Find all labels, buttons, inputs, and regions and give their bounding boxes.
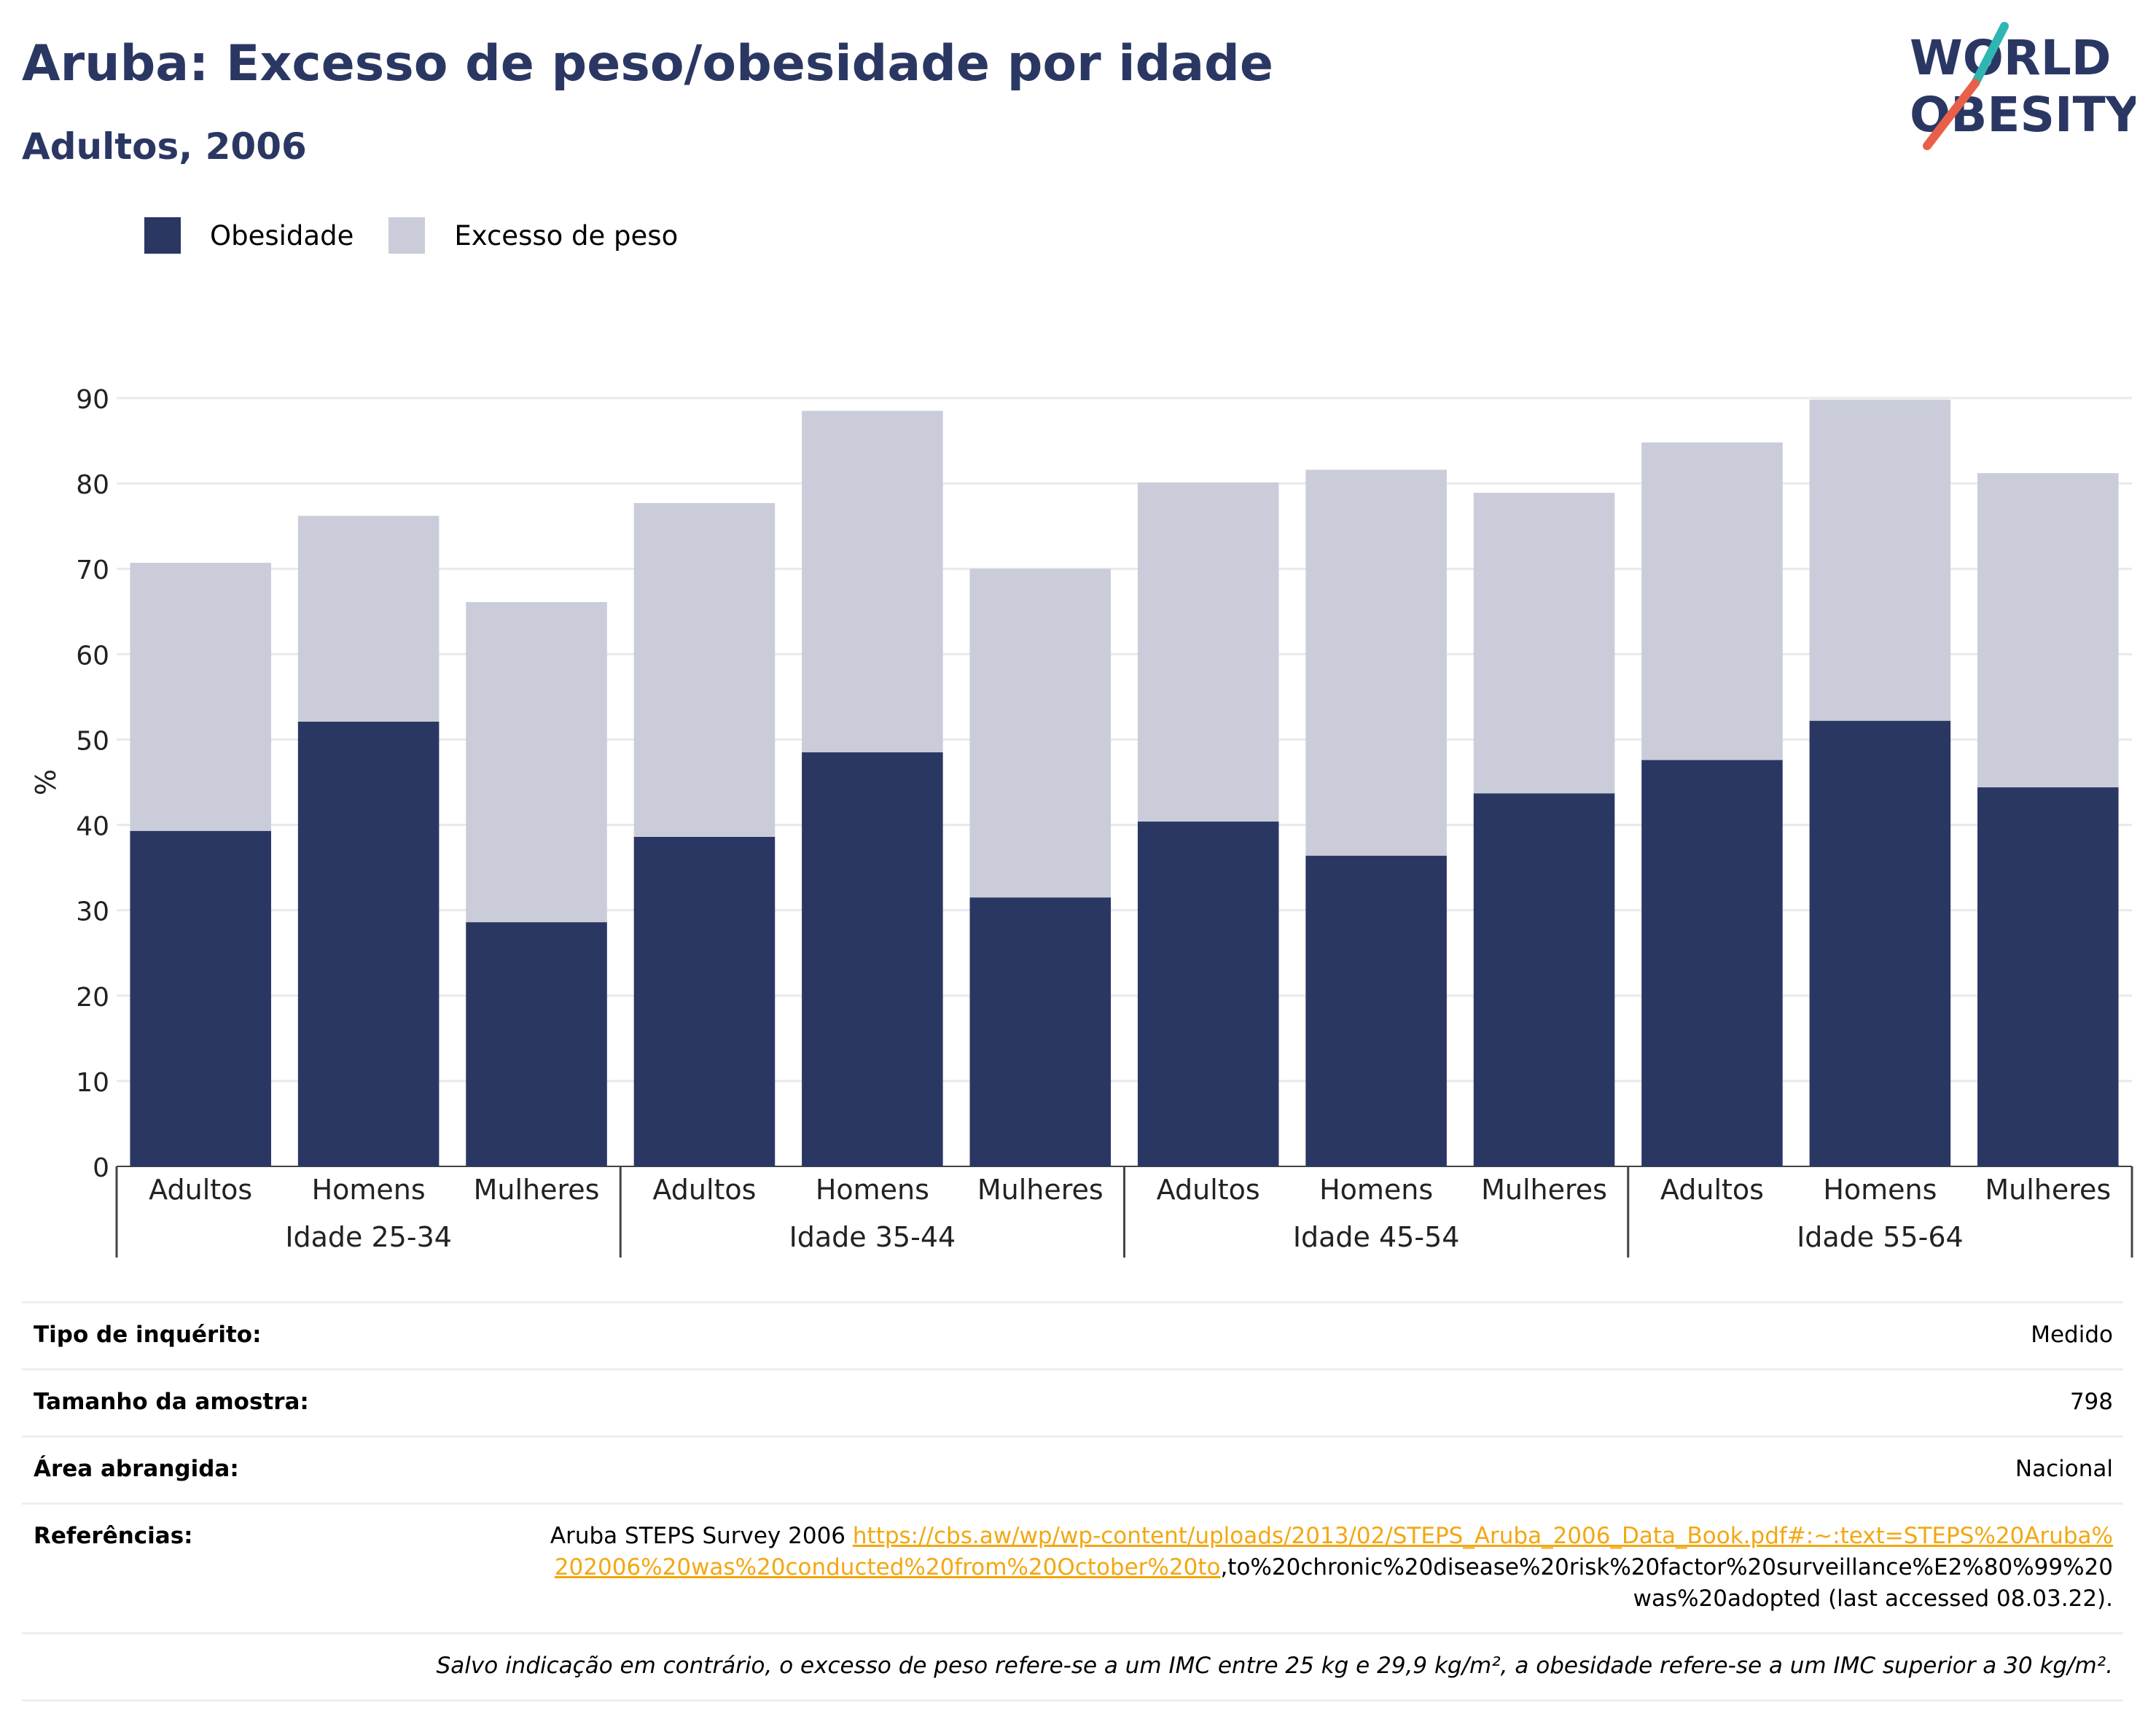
sample-size-value: 798: [2069, 1389, 2113, 1415]
x-tick-label: Mulheres: [1985, 1174, 2111, 1206]
info-row-coverage: Área abrangida: Nacional: [22, 1438, 2123, 1505]
definition-note: Salvo indicação em contrário, o excesso …: [436, 1653, 2113, 1679]
page-subtitle: Adultos, 2006: [22, 125, 307, 168]
bar-overweight: [130, 563, 271, 831]
y-tick-label: 30: [76, 897, 109, 927]
legend-swatch-obesity: [144, 217, 181, 254]
bar-obesity: [1305, 855, 1447, 1166]
info-row-survey-type: Tipo de inquérito: Medido: [22, 1303, 2123, 1371]
y-tick-label: 50: [76, 726, 109, 756]
group-label: Idade 55-64: [1797, 1221, 1964, 1253]
x-tick-label: Adultos: [1660, 1174, 1764, 1206]
bar-overweight: [1809, 399, 1951, 721]
legend-item-overweight[interactable]: Excesso de peso: [388, 217, 678, 254]
x-tick-label: Homens: [1823, 1174, 1937, 1206]
y-tick-label: 10: [76, 1068, 109, 1098]
group-label: Idade 35-44: [789, 1221, 956, 1253]
bar-overweight: [1641, 442, 1783, 760]
survey-type-value: Medido: [2031, 1322, 2113, 1348]
bar-obesity: [130, 830, 271, 1166]
legend-label-overweight: Excesso de peso: [454, 219, 679, 252]
x-tick-label: Homens: [1319, 1174, 1433, 1206]
group-label: Idade 25-34: [285, 1221, 452, 1253]
x-tick-label: Adultos: [1157, 1174, 1260, 1206]
references-link[interactable]: https://cbs.aw/wp/wp-content/uploads/201…: [554, 1523, 2113, 1580]
y-tick-label: 80: [76, 470, 109, 500]
bar-obesity: [1977, 787, 2119, 1166]
y-tick-label: 70: [76, 555, 109, 585]
x-tick-label: Adultos: [652, 1174, 756, 1206]
bar-obesity: [633, 836, 776, 1166]
x-tick-label: Mulheres: [474, 1174, 600, 1206]
bar-obesity: [1641, 760, 1783, 1166]
y-axis-label: %: [30, 769, 62, 795]
x-tick-label: Mulheres: [1481, 1174, 1607, 1206]
legend-swatch-overweight: [388, 217, 426, 254]
bar-obesity: [297, 721, 440, 1166]
world-obesity-logo: WORLD OBESITY: [1910, 22, 2136, 150]
x-tick-label: Homens: [312, 1174, 426, 1206]
bar-overweight: [1305, 469, 1447, 856]
info-row-sample-size: Tamanho da amostra: 798: [22, 1371, 2123, 1438]
x-tick-label: Mulheres: [977, 1174, 1104, 1206]
info-row-references: Referências: Aruba STEPS Survey 2006 htt…: [22, 1505, 2123, 1634]
x-tick-label: Adultos: [149, 1174, 252, 1206]
chart-legend: Obesidade Excesso de peso: [144, 216, 713, 255]
legend-item-obesity[interactable]: Obesidade: [144, 217, 354, 254]
legend-label-obesity: Obesidade: [210, 219, 354, 252]
x-tick-label: Homens: [816, 1174, 929, 1206]
bar-obesity: [466, 922, 607, 1166]
group-label: Idade 45-54: [1293, 1221, 1460, 1253]
bar-overweight: [466, 601, 607, 923]
bar-obesity: [1137, 821, 1279, 1166]
survey-info-table: Tipo de inquérito: Medido Tamanho da amo…: [22, 1301, 2123, 1701]
bar-obesity: [1809, 720, 1951, 1166]
y-tick-label: 40: [76, 812, 109, 842]
y-tick-label: 0: [93, 1153, 109, 1183]
bar-overweight: [1137, 482, 1279, 822]
bar-obesity: [1473, 793, 1615, 1166]
survey-type-label: Tipo de inquérito:: [34, 1322, 262, 1348]
bar-chart: 0 10 20 30 40 50 60 70 80 90% Adultos Homens Mulhere…: [30, 385, 2133, 1258]
bar-overweight: [1473, 492, 1615, 794]
coverage-label: Área abrangida:: [34, 1456, 239, 1482]
references-tail: ,to%20chronic%20disease%20risk%20factor%…: [1220, 1554, 2113, 1612]
bar-obesity: [969, 897, 1112, 1166]
references-label: Referências:: [34, 1523, 193, 1549]
references-text: Aruba STEPS Survey 2006: [550, 1523, 853, 1549]
info-row-note: Salvo indicação em contrário, o excesso …: [22, 1634, 2123, 1701]
y-tick-label: 20: [76, 983, 109, 1013]
y-tick-label: 90: [76, 385, 109, 415]
references-value: Aruba STEPS Survey 2006 https://cbs.aw/w…: [546, 1521, 2123, 1615]
svg-text:WORLD: WORLD: [1910, 30, 2112, 86]
page-title: Aruba: Excesso de peso/obesidade por ida…: [22, 35, 1273, 93]
bar-overweight: [297, 515, 440, 722]
bar-overweight: [969, 569, 1112, 898]
y-tick-label: 60: [76, 641, 109, 671]
bar-overweight: [802, 410, 943, 753]
bar-overweight: [1977, 473, 2119, 788]
bar-obesity: [802, 752, 943, 1166]
svg-text:OBESITY: OBESITY: [1910, 87, 2136, 143]
bar-overweight: [633, 503, 776, 837]
coverage-value: Nacional: [2015, 1456, 2113, 1482]
sample-size-label: Tamanho da amostra:: [34, 1389, 309, 1415]
